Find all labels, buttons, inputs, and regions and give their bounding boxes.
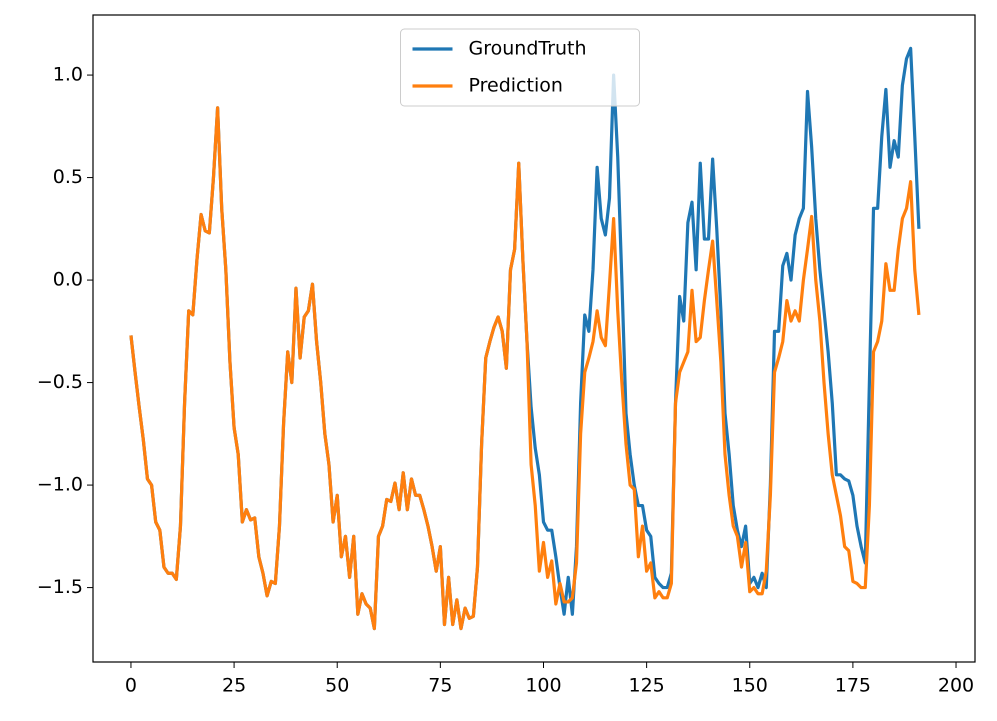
y-tick-label: 1.0 <box>53 64 83 86</box>
x-tick-label: 200 <box>938 675 974 697</box>
series-line <box>129 106 921 631</box>
y-tick-label: 0.5 <box>53 166 83 188</box>
x-tick-label: 100 <box>525 675 561 697</box>
y-tick-label: 0.0 <box>53 269 83 291</box>
x-tick-label: 50 <box>325 675 349 697</box>
x-tick-label: 75 <box>428 675 452 697</box>
x-tick-label: 150 <box>732 675 768 697</box>
x-tick-label: 25 <box>222 675 246 697</box>
x-tick-label: 0 <box>125 675 137 697</box>
legend-label: Prediction <box>469 75 563 97</box>
axes-frame <box>92 14 976 663</box>
x-tick-label: 125 <box>628 675 664 697</box>
legend-label: GroundTruth <box>469 38 587 60</box>
y-tick-label: −1.0 <box>37 474 83 496</box>
y-tick-label: −0.5 <box>37 371 83 393</box>
y-tick-label: −1.5 <box>37 576 83 598</box>
series-line <box>129 46 921 631</box>
legend-box <box>400 28 640 107</box>
x-tick-label: 175 <box>835 675 871 697</box>
